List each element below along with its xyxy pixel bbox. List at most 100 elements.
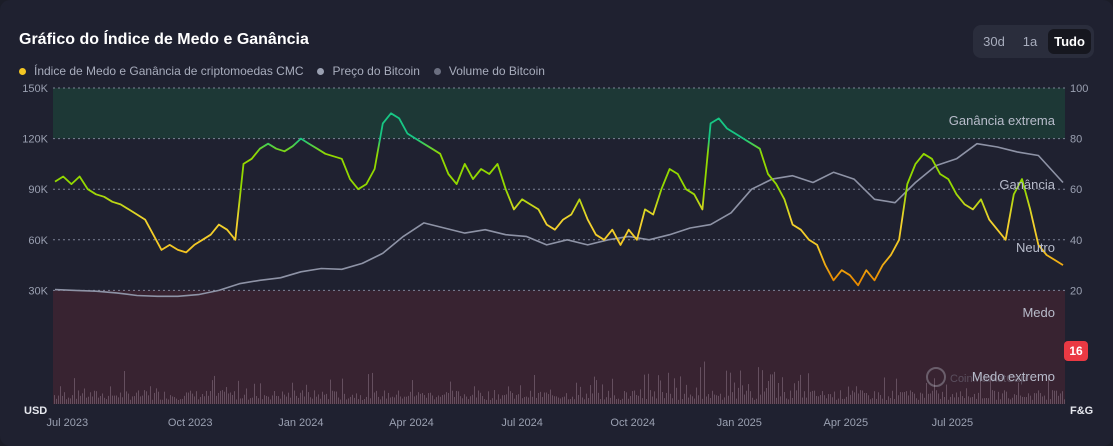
zone-label: Medo extremo [972,369,1055,384]
volume-bar [282,391,283,404]
range-all-button[interactable]: Tudo [1048,29,1091,54]
volume-bar [638,395,639,404]
volume-bar [602,384,603,404]
volume-bar [646,399,647,404]
range-1y-button[interactable]: 1a [1022,34,1038,49]
volume-bar [768,380,769,404]
volume-bar [782,377,783,404]
volume-bar [594,376,595,404]
volume-bar [308,392,309,404]
volume-bar [368,374,369,404]
volume-bar [850,394,851,404]
volume-bar [416,395,417,404]
volume-bar [786,398,787,404]
volume-bar [268,396,269,404]
volume-bar [220,390,221,404]
volume-bar [928,393,929,404]
volume-bar [650,390,651,404]
volume-bar [162,399,163,404]
volume-bar [124,371,125,404]
volume-bar [500,398,501,404]
volume-bar [998,391,999,404]
volume-bar [518,394,519,404]
volume-bar [302,390,303,404]
volume-bar [862,390,863,404]
legend-item-bitcoin-price[interactable]: Preço do Bitcoin [317,64,420,78]
volume-bar [468,399,469,404]
volume-bar [212,380,213,404]
volume-bar [242,398,243,404]
volume-bar [1058,395,1059,404]
volume-bar [140,396,141,404]
volume-bar [356,393,357,404]
volume-bar [536,397,537,404]
volume-bar [742,385,743,404]
volume-bar [734,382,735,404]
volume-bar [896,378,897,404]
volume-bar [146,391,147,404]
volume-bar [502,395,503,404]
volume-bar [956,392,957,404]
volume-bar [326,393,327,404]
volume-bar [948,399,949,404]
volume-bar [826,398,827,404]
volume-bar [1056,390,1057,404]
volume-bar [108,395,109,404]
volume-bar [394,397,395,404]
volume-bar [464,394,465,404]
volume-bar [150,386,151,404]
volume-bar [610,397,611,404]
volume-bar [946,384,947,404]
zone-extreme-fear [53,290,1065,404]
volume-bar [686,384,687,404]
volume-bar [722,399,723,404]
volume-bar [190,390,191,404]
volume-bar [324,394,325,404]
volume-bar [350,396,351,404]
volume-bar [774,371,775,404]
volume-bar [392,396,393,404]
volume-bar [336,391,337,404]
volume-bar [588,398,589,404]
volume-bar [898,395,899,404]
volume-bar [384,390,385,404]
volume-bar [810,391,811,404]
volume-bar [234,391,235,404]
volume-bar [372,372,373,404]
legend-item-bitcoin-volume[interactable]: Volume do Bitcoin [433,64,545,78]
volume-bar [598,392,599,404]
volume-bar [544,392,545,404]
legend-item-fear-greed[interactable]: Índice de Medo e Ganância de criptomoeda… [19,64,303,78]
volume-bar [1050,399,1051,404]
volume-bar [534,374,535,404]
volume-bar [122,397,123,404]
volume-bar [890,398,891,404]
volume-bar [884,377,885,404]
volume-bar [834,391,835,404]
volume-bar [668,372,669,404]
volume-bar [672,398,673,404]
volume-bar [776,397,777,404]
volume-bar [284,394,285,404]
volume-bar [504,395,505,404]
volume-bar [854,392,855,404]
volume-bar [674,378,675,404]
volume-bar [136,392,137,404]
volume-bar [80,395,81,404]
volume-bar [366,396,367,404]
range-30d-button[interactable]: 30d [983,34,1005,49]
volume-bar [214,375,215,404]
volume-bar [590,385,591,404]
volume-bar [866,393,867,404]
volume-bar [874,391,875,404]
volume-bar [102,393,103,404]
volume-bar [986,397,987,404]
volume-bar [988,398,989,404]
volume-bar [480,392,481,404]
volume-bar [174,397,175,404]
volume-bar [912,391,913,404]
volume-bar [110,386,111,404]
volume-bar [714,394,715,404]
volume-bar [180,399,181,404]
volume-bar [428,393,429,404]
